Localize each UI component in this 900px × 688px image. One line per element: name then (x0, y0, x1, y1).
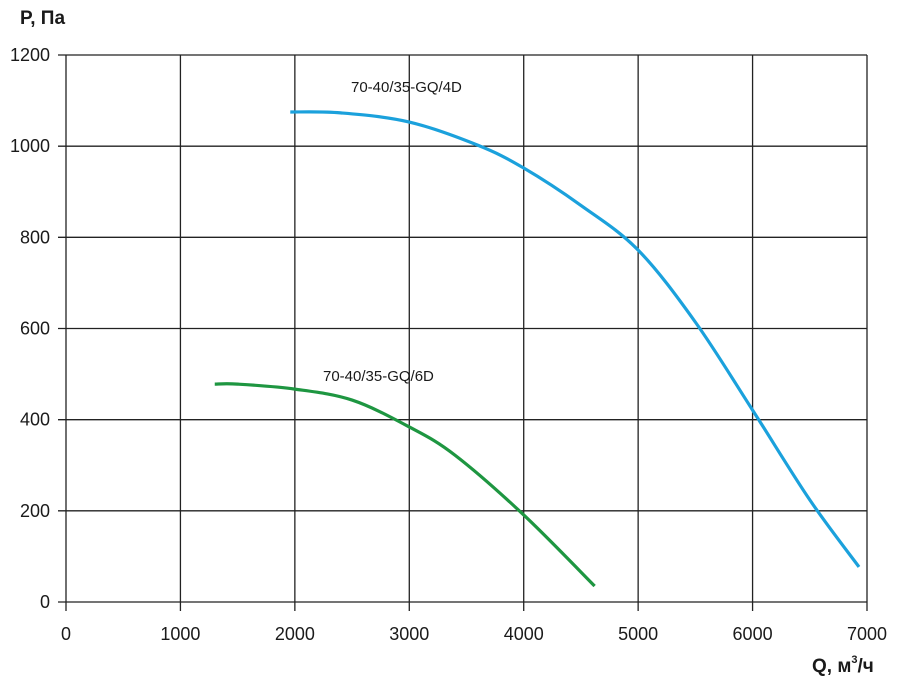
x-tick-label: 3000 (389, 624, 429, 644)
y-tick-label: 400 (20, 410, 50, 430)
y-tick-label: 800 (20, 227, 50, 247)
x-tick-label: 7000 (847, 624, 887, 644)
series-line-4d (290, 110, 861, 568)
x-tick-label: 5000 (618, 624, 658, 644)
series-lines (214, 110, 861, 588)
x-tick-label: 6000 (733, 624, 773, 644)
tick-labels: 0 1000 2000 3000 4000 5000 6000 7000 0 200 400 600 8… (10, 45, 887, 644)
y-tick-label: 1000 (10, 136, 50, 156)
y-tick-label: 600 (20, 319, 50, 339)
x-tick-label: 2000 (275, 624, 315, 644)
y-tick-label: 200 (20, 501, 50, 521)
x-tick-label: 0 (61, 624, 71, 644)
y-axis-label: P, Па (20, 8, 65, 29)
x-tick-label: 4000 (504, 624, 544, 644)
series-label-4d: 70-40/35-GQ/4D (351, 79, 462, 96)
grid (58, 54, 868, 611)
series-line-6d (214, 382, 596, 588)
y-tick-label: 0 (40, 592, 50, 612)
x-tick-label: 1000 (160, 624, 200, 644)
x-axis-label: Q, м3/ч (812, 654, 874, 677)
y-tick-label: 1200 (10, 45, 50, 65)
series-label-6d: 70-40/35-GQ/6D (323, 368, 434, 385)
